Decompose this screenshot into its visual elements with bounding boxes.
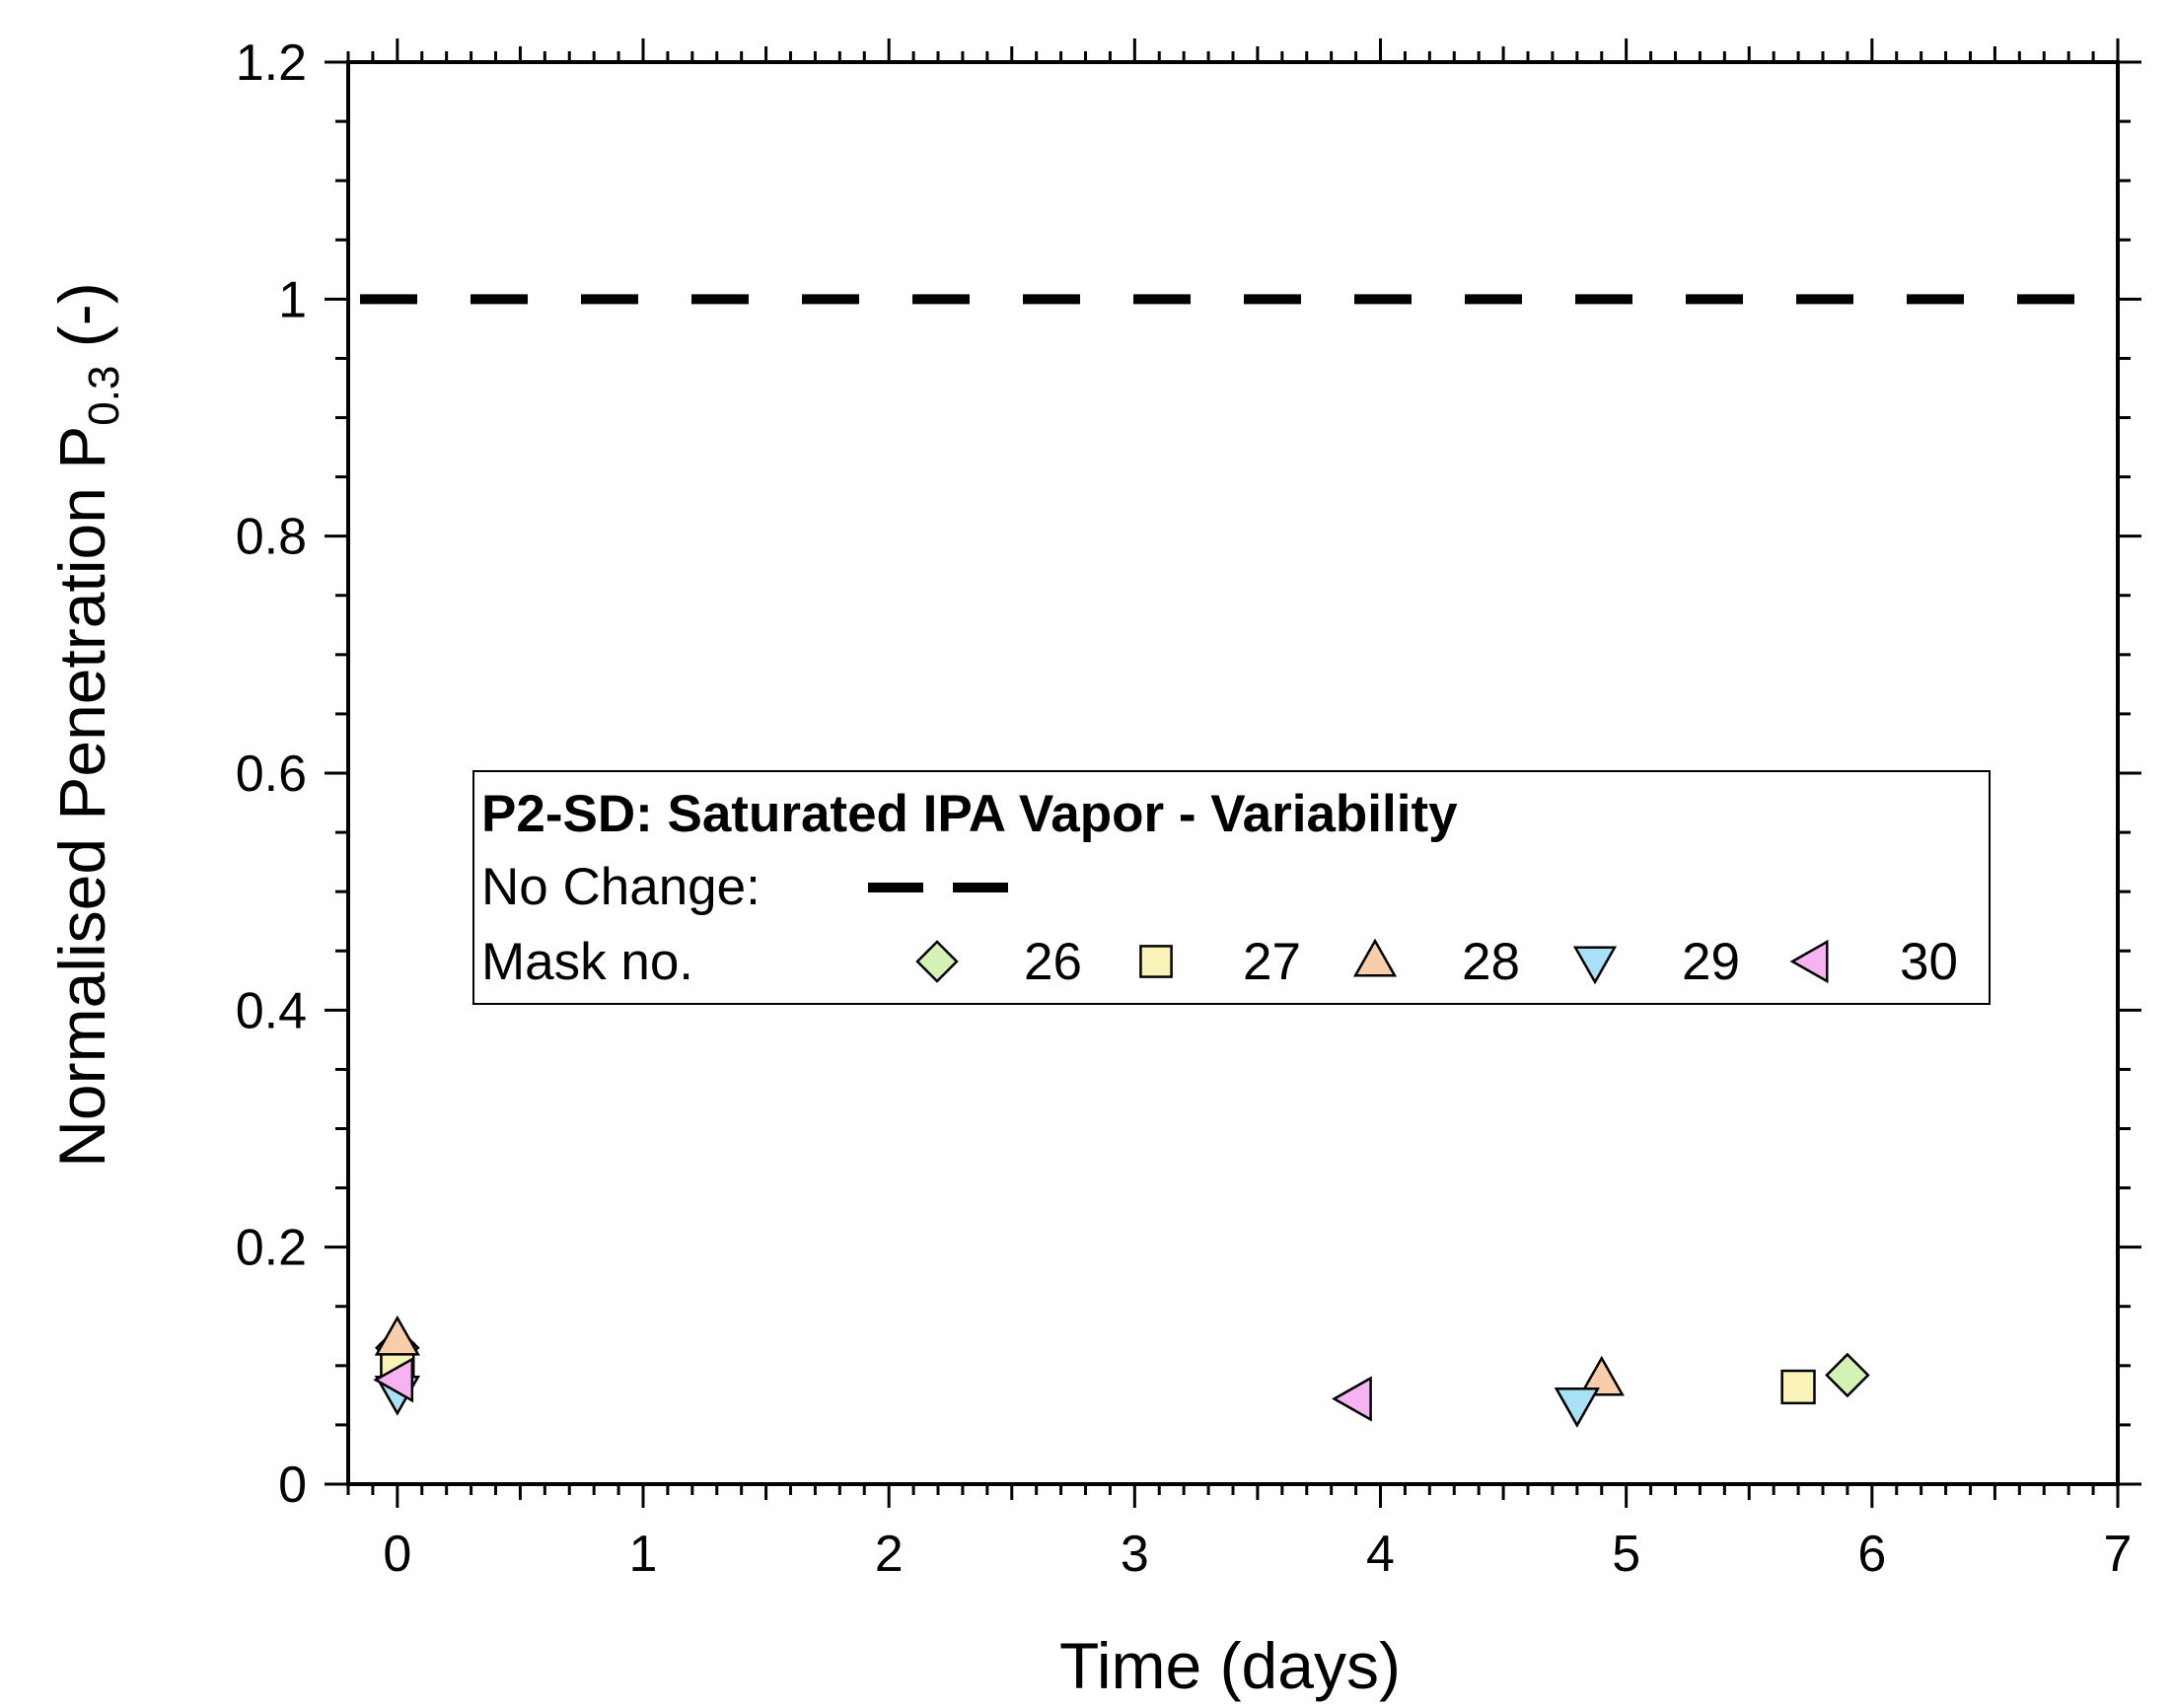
x-tick-label: 0 xyxy=(383,1526,411,1583)
x-tick-label: 6 xyxy=(1857,1526,1886,1583)
x-tick-label: 7 xyxy=(2104,1526,2133,1583)
data-point-mask-27 xyxy=(1780,1369,1816,1405)
x-tick-label: 3 xyxy=(1121,1526,1149,1583)
legend-box xyxy=(472,770,1991,1005)
x-tick-label: 1 xyxy=(629,1526,658,1583)
y-tick-label: 1.2 xyxy=(236,35,307,92)
data-point-mask-30 xyxy=(373,1357,414,1403)
y-tick-label: 0.4 xyxy=(236,982,307,1039)
y-tick-label: 0.2 xyxy=(236,1220,307,1277)
legend-marker-mask-27 xyxy=(1139,945,1173,978)
x-tick-label: 4 xyxy=(1366,1526,1395,1583)
legend-marker-mask-26 xyxy=(915,940,959,983)
legend-marker-mask-30 xyxy=(1789,939,1829,984)
y-tick-label: 0.8 xyxy=(236,509,307,566)
legend-label-mask-30: 30 xyxy=(1900,933,1958,991)
legend-mask-label: Mask no. xyxy=(481,933,693,991)
legend-marker-mask-28 xyxy=(1352,938,1398,977)
data-point-mask-26 xyxy=(1825,1352,1870,1398)
legend-title: P2-SD: Saturated IPA Vapor - Variability xyxy=(481,785,1458,843)
plot-frame xyxy=(346,60,2120,1486)
y-axis-title: Normalised Penetration P0.3 (-) xyxy=(45,282,128,1168)
data-point-mask-30 xyxy=(1332,1376,1372,1422)
y-tick-label: 0.6 xyxy=(236,746,307,803)
legend: P2-SD: Saturated IPA Vapor - Variability… xyxy=(472,770,1991,1005)
x-tick-label: 2 xyxy=(875,1526,904,1583)
legend-label-mask-29: 29 xyxy=(1682,933,1740,991)
data-point-mask-28 xyxy=(1578,1355,1625,1396)
legend-label-mask-27: 27 xyxy=(1243,933,1301,991)
axis-tick-labels: 0 1 2 3 4 5 6 7 0 0.2 0.4 0.6 0.8 1 1.2 xyxy=(236,35,2133,1583)
y-axis-title-main: Normalised Penetration P xyxy=(45,426,118,1168)
x-tick-label: 5 xyxy=(1612,1526,1640,1583)
legend-no-change-label: No Change: xyxy=(481,858,761,916)
legend-items: 26 27 28 29 30 xyxy=(915,933,1958,991)
data-points xyxy=(373,1315,1870,1428)
y-axis-title-suffix: (-) xyxy=(45,282,118,365)
legend-label-mask-26: 26 xyxy=(1024,933,1082,991)
y-axis-title-subscript: 0.3 xyxy=(80,366,128,426)
y-tick-label: 1 xyxy=(278,271,307,328)
legend-marker-mask-29 xyxy=(1572,946,1618,985)
data-point-mask-29 xyxy=(1554,1388,1600,1428)
legend-label-mask-28: 28 xyxy=(1462,933,1520,991)
y-tick-label: 0 xyxy=(278,1457,307,1514)
x-axis-title: Time (days) xyxy=(1059,1629,1401,1702)
data-point-mask-28 xyxy=(374,1315,420,1356)
